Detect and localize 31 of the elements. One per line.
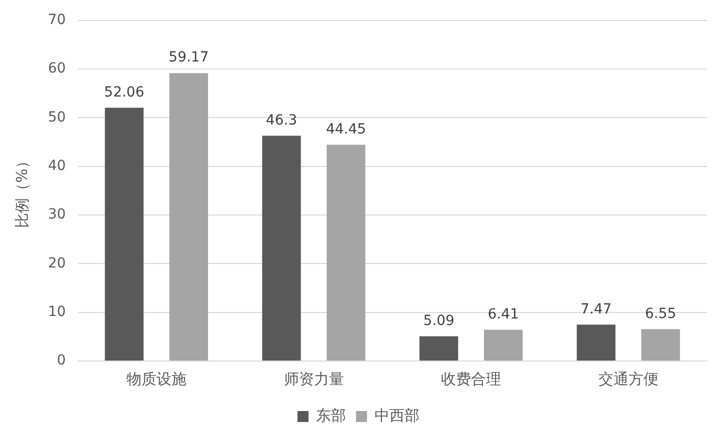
data-label: 44.45 [326,121,366,138]
data-label: 52.06 [104,84,144,100]
data-label: 6.41 [488,306,519,322]
y-tick-label: 60 [48,60,66,77]
bar [484,330,523,360]
legend-label: 中西部 [374,406,420,424]
y-tick-label: 70 [48,12,66,28]
x-tick-label: 收费合理 [441,370,502,388]
data-label: 59.17 [168,50,209,66]
data-label: 46.3 [266,112,298,128]
bar [641,329,680,360]
y-axis-title: 比例（%） [12,154,31,228]
bar [326,144,366,360]
y-tick-label: 10 [48,304,66,320]
x-tick-label: 交通方便 [598,370,658,388]
y-tick-label: 20 [48,255,66,272]
y-tick-label: 40 [48,158,66,174]
bar [262,136,301,360]
legend-label: 东部 [316,406,346,424]
data-label: 5.09 [423,312,454,329]
bar [576,324,616,360]
data-label: 7.47 [580,301,612,318]
bar [419,336,458,360]
bar [169,73,208,360]
bar [104,108,144,360]
x-tick-label: 师资力量 [284,370,344,388]
y-tick-label: 50 [48,109,66,126]
x-tick-label: 物质设施 [126,370,186,388]
y-tick-label: 30 [48,206,66,223]
y-tick-label: 0 [56,352,66,369]
data-label: 6.55 [645,306,676,322]
